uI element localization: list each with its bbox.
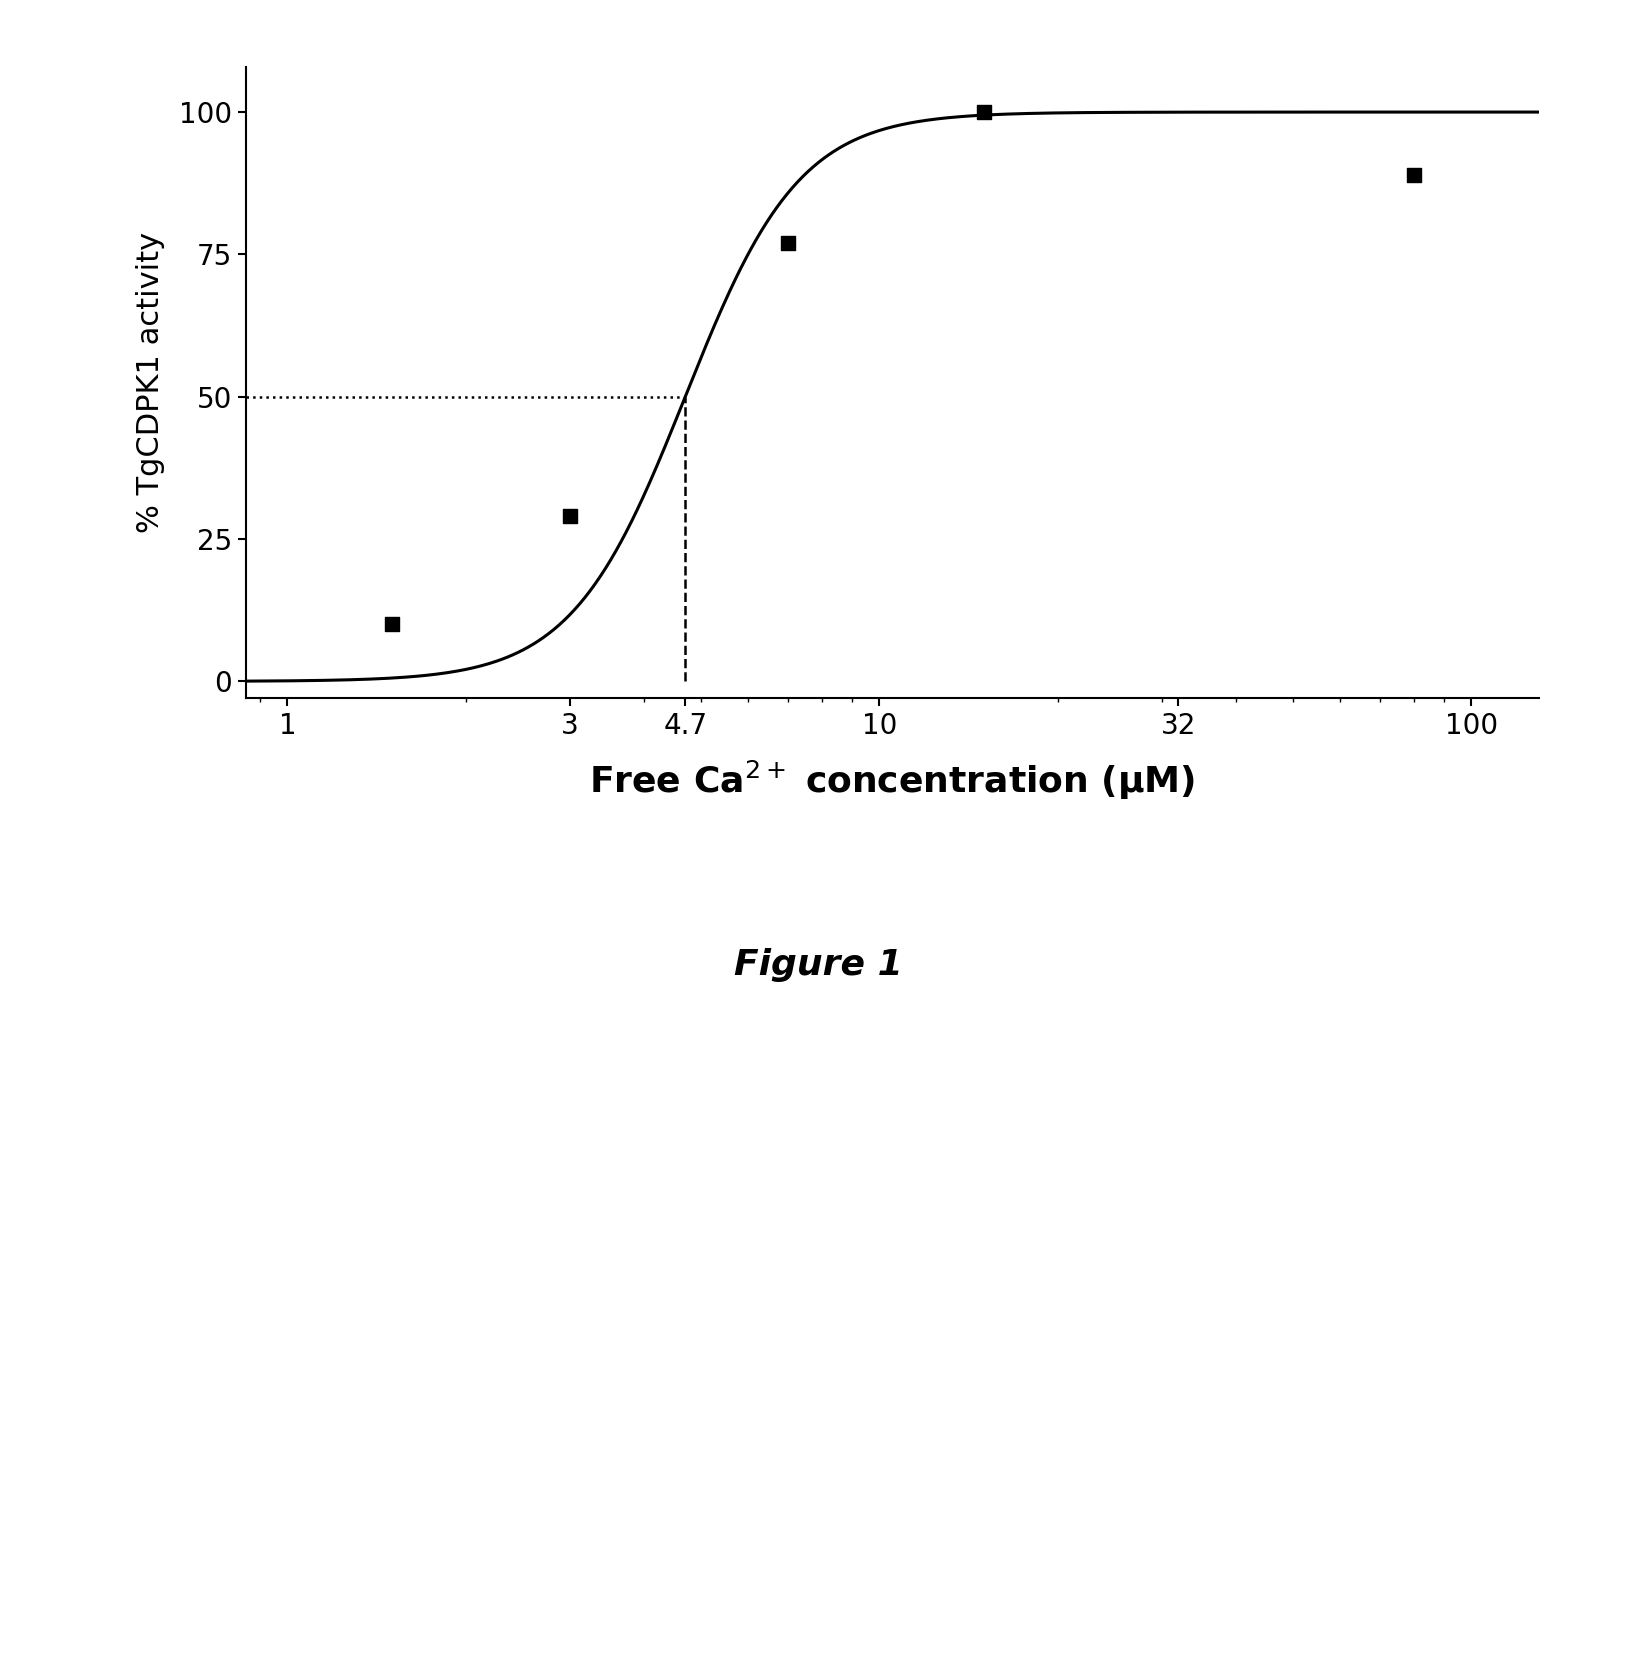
Point (774, 229, 800, 256)
Text: Figure 1: Figure 1 (733, 948, 904, 981)
Y-axis label: % TgCDPK1 activity: % TgCDPK1 activity (136, 231, 165, 534)
Point (971, 98, 997, 125)
Point (378, 610, 404, 637)
Point (1401, 161, 1427, 188)
Point (557, 502, 583, 529)
X-axis label: Free Ca$^{2+}$ concentration (μM): Free Ca$^{2+}$ concentration (μM) (589, 758, 1195, 802)
